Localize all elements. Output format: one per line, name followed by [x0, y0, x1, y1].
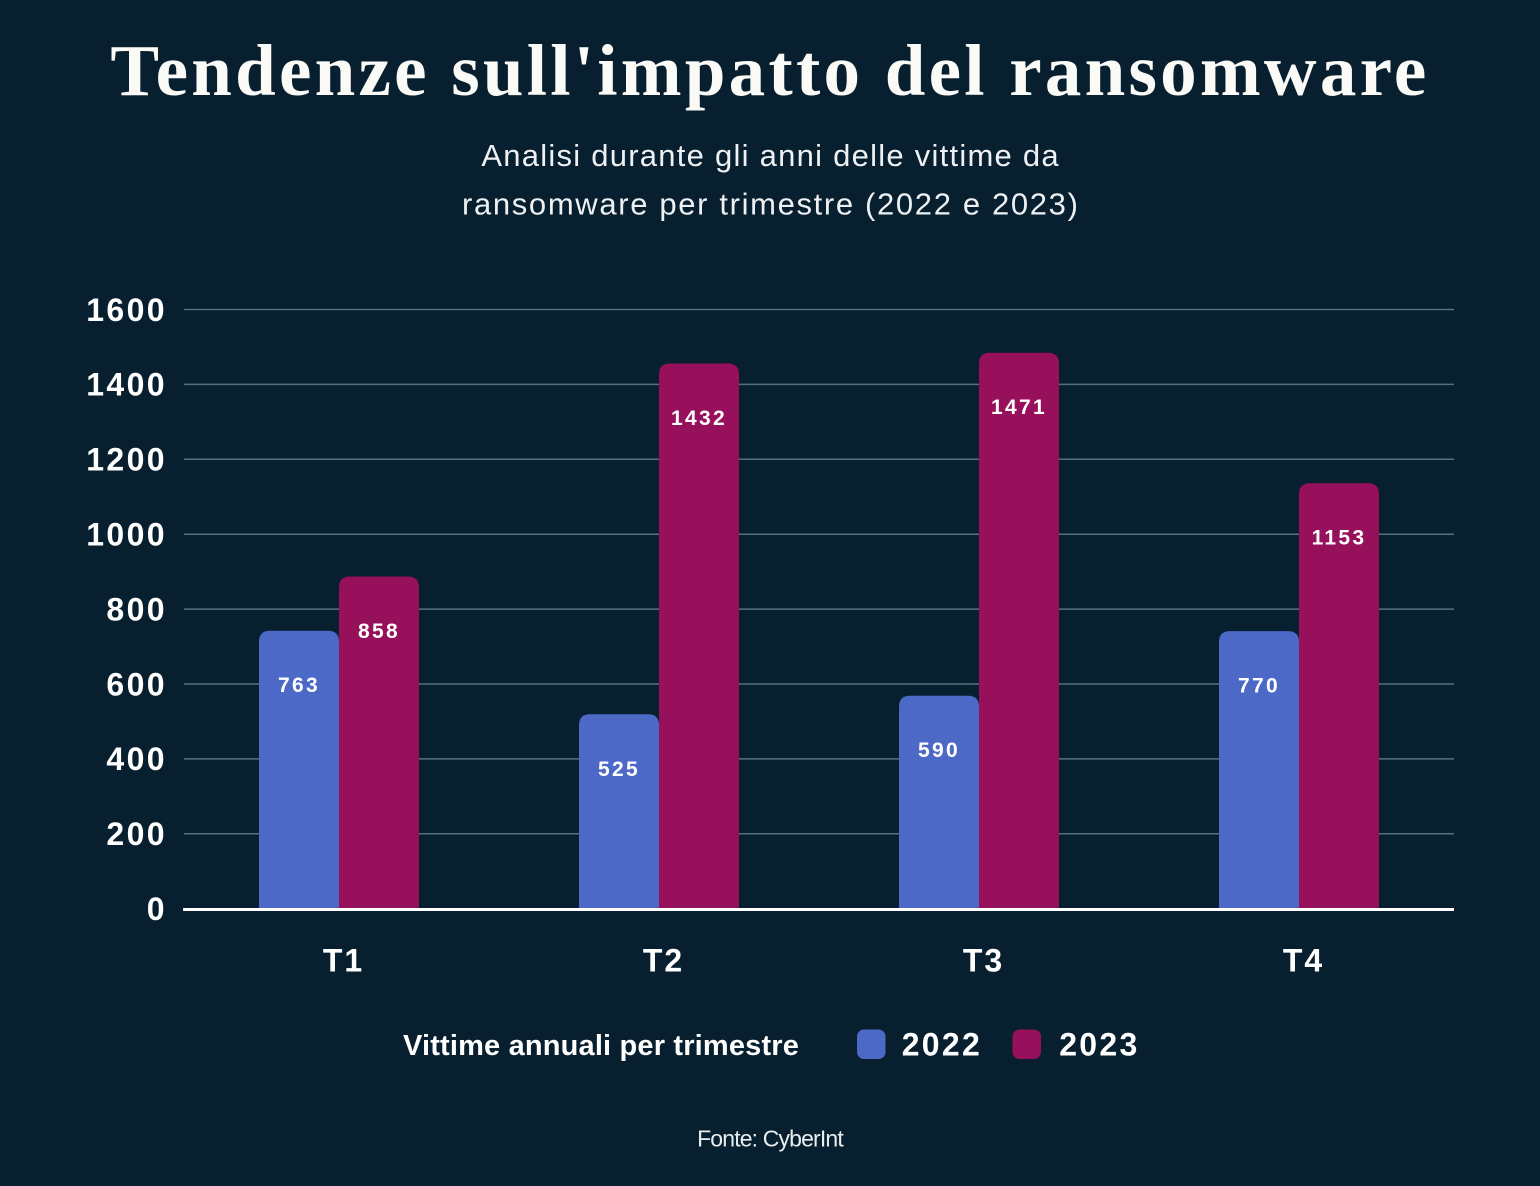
svg-text:T1: T1 — [323, 942, 364, 978]
svg-text:770: 770 — [1238, 675, 1280, 698]
svg-text:1153: 1153 — [1312, 527, 1367, 550]
svg-text:ransomware per trimestre (2022: ransomware per trimestre (2022 e 2023) — [462, 187, 1080, 222]
svg-text:Tendenze sull'impatto del rans: Tendenze sull'impatto del ransomware — [110, 30, 1429, 111]
svg-text:2023: 2023 — [1059, 1027, 1139, 1063]
svg-text:2022: 2022 — [902, 1027, 982, 1063]
svg-text:600: 600 — [106, 666, 167, 702]
svg-text:1400: 1400 — [86, 367, 167, 403]
svg-text:T3: T3 — [963, 942, 1004, 978]
svg-text:400: 400 — [106, 741, 167, 777]
svg-text:T4: T4 — [1283, 942, 1324, 978]
svg-text:0: 0 — [147, 891, 167, 927]
svg-text:200: 200 — [106, 816, 167, 852]
svg-text:590: 590 — [918, 739, 960, 762]
svg-text:T2: T2 — [643, 942, 684, 978]
svg-text:800: 800 — [106, 591, 167, 627]
svg-text:858: 858 — [358, 620, 400, 643]
svg-text:Analisi durante gli anni delle: Analisi durante gli anni delle vittime d… — [481, 138, 1060, 173]
svg-text:1600: 1600 — [86, 292, 167, 328]
svg-text:1000: 1000 — [86, 517, 167, 553]
svg-text:1471: 1471 — [991, 396, 1047, 419]
svg-text:1200: 1200 — [86, 442, 167, 478]
svg-text:Vittime annuali per trimestre: Vittime annuali per trimestre — [403, 1030, 799, 1062]
svg-text:763: 763 — [278, 674, 320, 697]
svg-text:Fonte: CyberInt: Fonte: CyberInt — [697, 1126, 844, 1152]
svg-text:1432: 1432 — [671, 407, 727, 430]
svg-text:525: 525 — [598, 758, 640, 781]
